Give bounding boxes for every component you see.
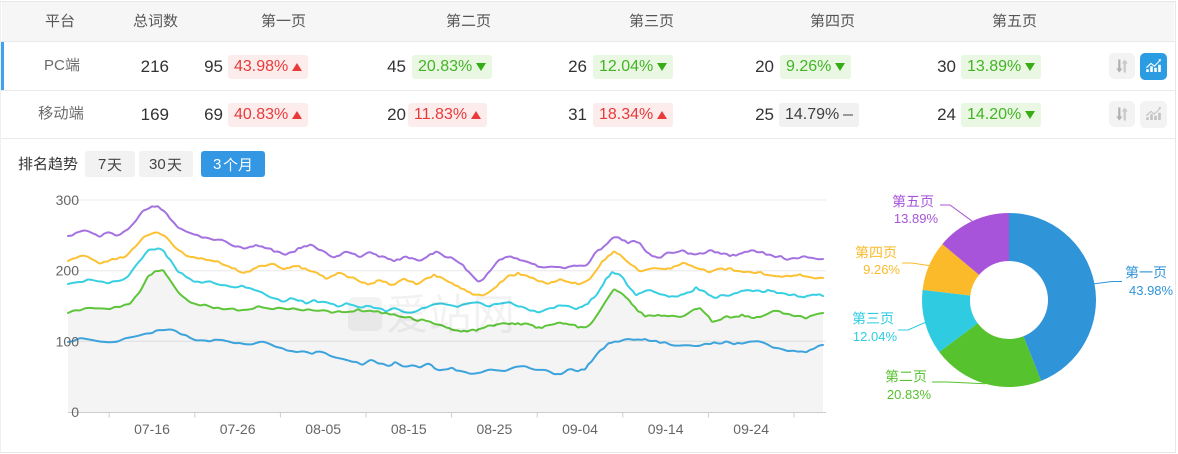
- svg-text:09-04: 09-04: [562, 421, 598, 437]
- svg-text:08-25: 08-25: [476, 421, 512, 437]
- svg-text:07-16: 07-16: [134, 421, 170, 437]
- svg-text:07-26: 07-26: [220, 421, 256, 437]
- svg-text:300: 300: [56, 192, 80, 208]
- svg-text:0: 0: [71, 404, 79, 420]
- svg-text:09-24: 09-24: [733, 421, 769, 437]
- svg-text:200: 200: [56, 263, 80, 279]
- svg-text:08-05: 08-05: [305, 421, 341, 437]
- svg-text:100: 100: [56, 333, 80, 349]
- svg-text:08-15: 08-15: [391, 421, 427, 437]
- svg-text:09-14: 09-14: [648, 421, 684, 437]
